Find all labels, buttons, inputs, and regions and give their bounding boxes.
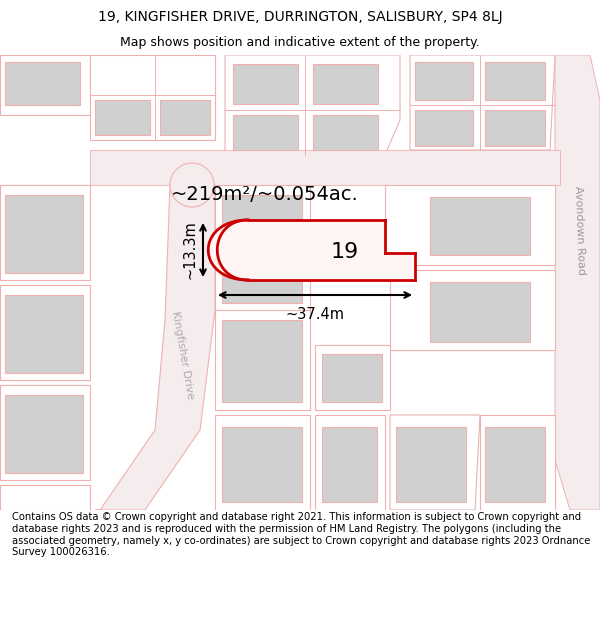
Text: 19: 19 (331, 242, 359, 262)
Bar (485, 62, 545, 100)
Bar (396, 427, 466, 502)
Bar (222, 320, 302, 402)
Polygon shape (215, 185, 310, 310)
Bar (485, 427, 545, 502)
Polygon shape (315, 345, 390, 410)
Bar (322, 354, 382, 402)
Polygon shape (90, 55, 215, 140)
Bar (160, 100, 210, 135)
Text: Map shows position and indicative extent of the property.: Map shows position and indicative extent… (120, 36, 480, 49)
Bar (313, 64, 378, 104)
Polygon shape (0, 55, 90, 115)
Bar (322, 427, 377, 502)
Polygon shape (390, 415, 480, 510)
Text: 19, KINGFISHER DRIVE, DURRINGTON, SALISBURY, SP4 8LJ: 19, KINGFISHER DRIVE, DURRINGTON, SALISB… (98, 9, 502, 24)
Bar (5, 295, 83, 373)
Bar (5, 395, 83, 473)
Text: ~13.3m: ~13.3m (183, 221, 198, 279)
Polygon shape (315, 415, 385, 510)
Bar (415, 110, 473, 146)
Polygon shape (90, 150, 560, 185)
Bar (5, 62, 80, 105)
Bar (430, 282, 530, 342)
Bar (5, 195, 83, 273)
Bar (430, 197, 530, 255)
Text: ~37.4m: ~37.4m (286, 307, 344, 322)
Text: Avondown Road: Avondown Road (574, 185, 587, 275)
Polygon shape (95, 185, 215, 510)
Bar (222, 427, 302, 502)
Text: Contains OS data © Crown copyright and database right 2021. This information is : Contains OS data © Crown copyright and d… (12, 512, 590, 557)
Polygon shape (225, 55, 400, 155)
Bar (222, 195, 302, 303)
Bar (233, 64, 298, 104)
Polygon shape (208, 220, 415, 280)
Polygon shape (215, 415, 310, 510)
Polygon shape (480, 415, 555, 510)
Polygon shape (0, 285, 90, 380)
Polygon shape (0, 185, 90, 280)
Bar (95, 100, 150, 135)
Polygon shape (0, 385, 90, 480)
Polygon shape (215, 310, 310, 410)
Text: ~219m²/~0.054ac.: ~219m²/~0.054ac. (171, 186, 359, 204)
Polygon shape (410, 55, 555, 150)
Polygon shape (385, 185, 555, 265)
Bar (313, 115, 378, 150)
Bar (415, 62, 473, 100)
Polygon shape (555, 55, 600, 510)
Bar (485, 110, 545, 146)
Polygon shape (390, 270, 555, 350)
Bar (233, 115, 298, 150)
Circle shape (170, 163, 214, 207)
Text: Kingfisher Drive: Kingfisher Drive (170, 310, 196, 400)
Polygon shape (0, 485, 90, 510)
